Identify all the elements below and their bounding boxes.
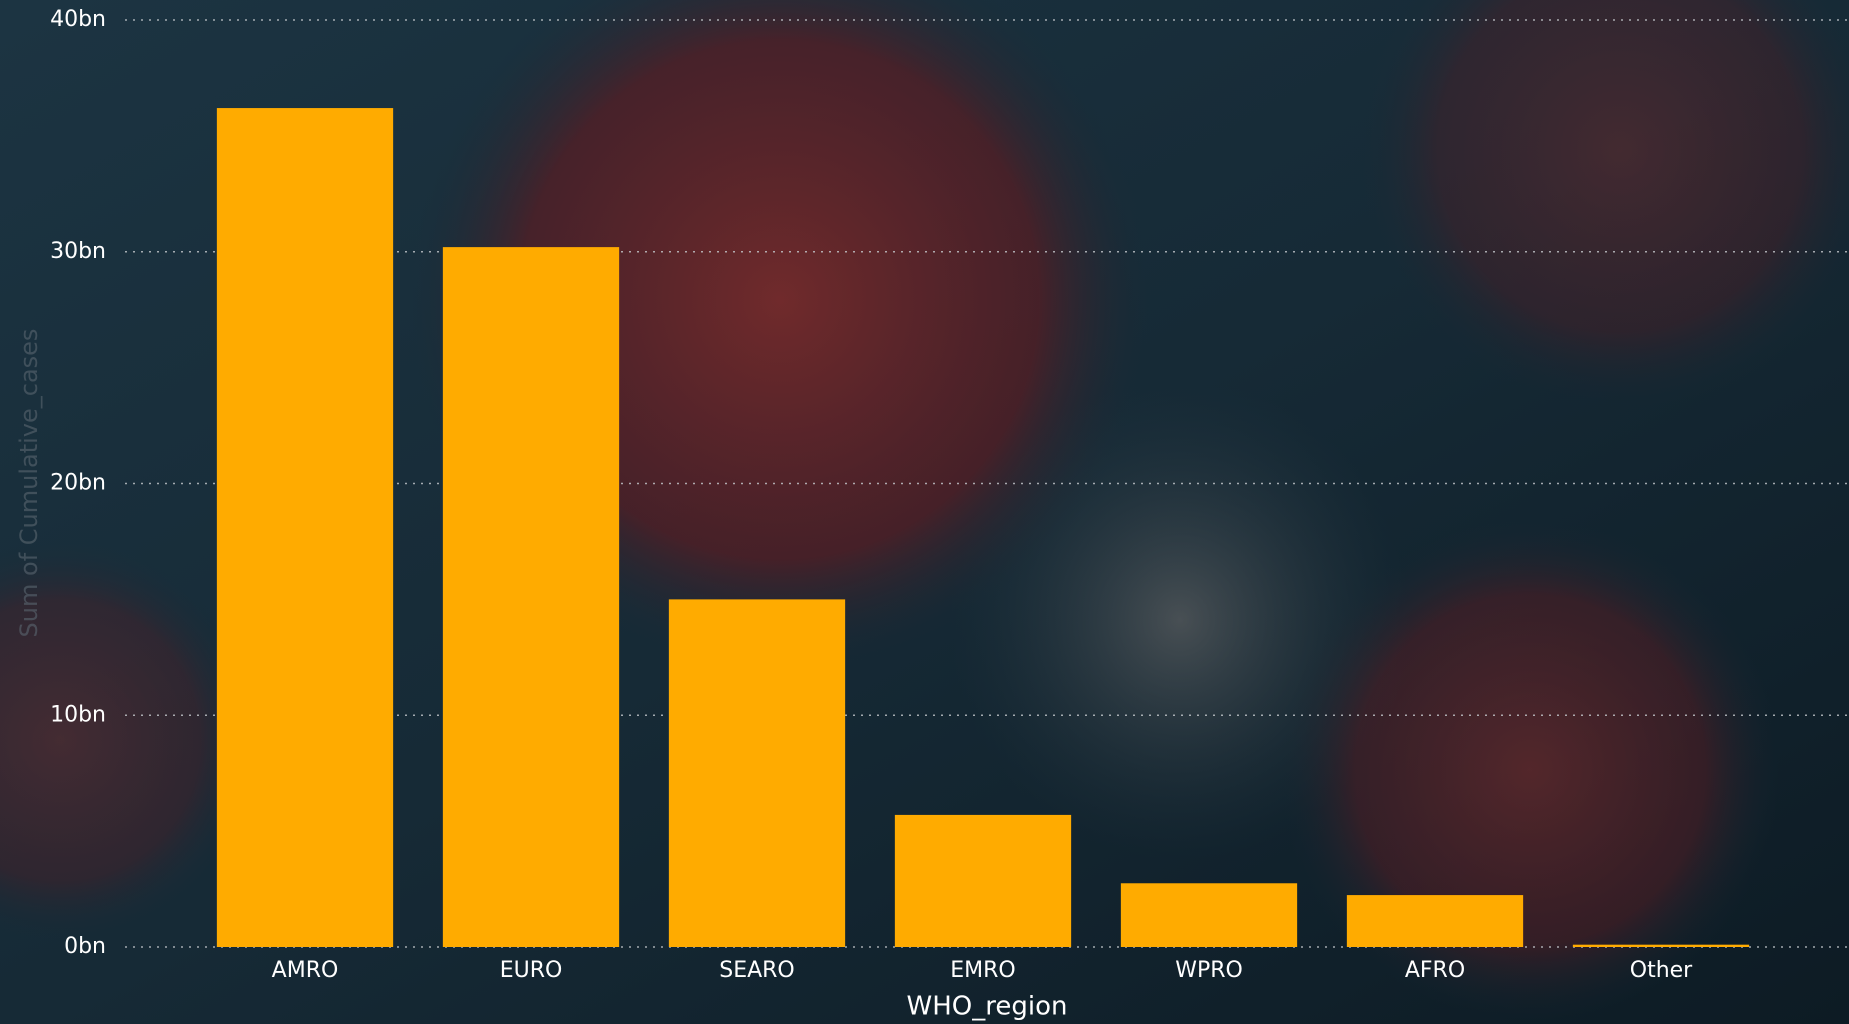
bar	[442, 247, 620, 948]
bar	[216, 108, 394, 947]
bar	[1120, 883, 1298, 947]
y-tick-label: 20bn	[50, 471, 106, 496]
bar	[894, 814, 1072, 947]
x-tick-label: EURO	[500, 958, 563, 983]
x-tick-label: WPRO	[1175, 958, 1243, 983]
x-tick-label: Other	[1630, 958, 1693, 983]
bar	[1346, 895, 1524, 947]
x-axis-title: WHO_region	[907, 992, 1068, 1022]
x-tick-label: AFRO	[1405, 958, 1465, 983]
bar	[668, 599, 846, 947]
x-tick-label: AMRO	[272, 958, 339, 983]
y-axis-title: Sum of Cumulative_cases	[15, 329, 43, 638]
y-tick-label: 10bn	[50, 702, 106, 727]
x-tick-label: EMRO	[950, 958, 1015, 983]
x-tick-label: SEARO	[719, 958, 795, 983]
bar	[1572, 944, 1750, 947]
y-tick-label: 30bn	[50, 239, 106, 264]
y-tick-label: 0bn	[64, 934, 106, 959]
y-tick-label: 40bn	[50, 7, 106, 32]
